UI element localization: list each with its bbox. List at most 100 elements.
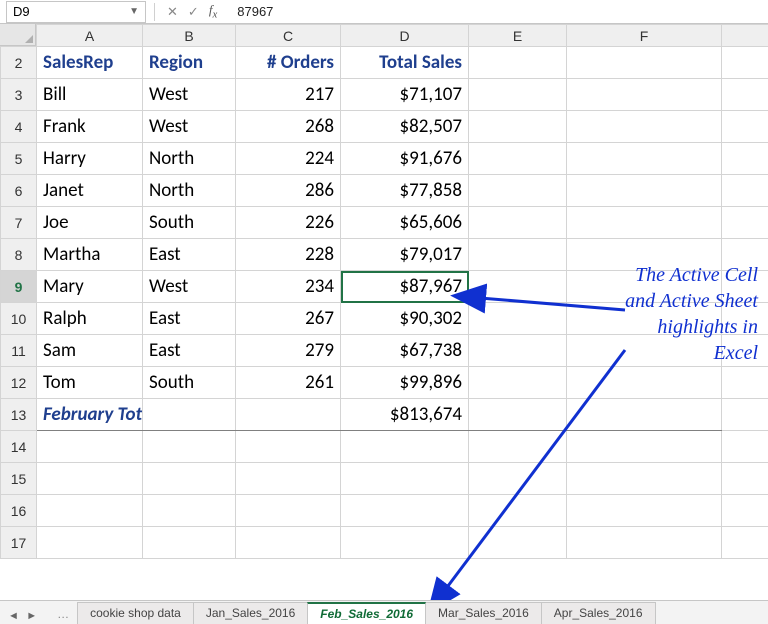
row-header-7[interactable]: 7 xyxy=(1,207,37,239)
cell-C2[interactable]: # Orders xyxy=(236,47,341,79)
sheet-tab[interactable]: Feb_Sales_2016 xyxy=(307,602,426,624)
cell-E7[interactable] xyxy=(469,207,567,239)
cell-F14[interactable] xyxy=(567,431,722,463)
cell-C14[interactable] xyxy=(236,431,341,463)
cell-A7[interactable]: Joe xyxy=(37,207,143,239)
cell-A13[interactable]: February Total xyxy=(37,399,143,431)
cell-C12[interactable]: 261 xyxy=(236,367,341,399)
cell-A14[interactable] xyxy=(37,431,143,463)
cell-A9[interactable]: Mary xyxy=(37,271,143,303)
cell-F3[interactable] xyxy=(567,79,722,111)
cell-E11[interactable] xyxy=(469,335,567,367)
cell-C3[interactable]: 217 xyxy=(236,79,341,111)
row-header-3[interactable]: 3 xyxy=(1,79,37,111)
tab-scroll-more[interactable]: … xyxy=(49,607,77,624)
col-header-A[interactable]: A xyxy=(37,25,143,47)
cell-B12[interactable]: South xyxy=(143,367,236,399)
cell-F4[interactable] xyxy=(567,111,722,143)
cell-B10[interactable]: East xyxy=(143,303,236,335)
cell-B16[interactable] xyxy=(143,495,236,527)
col-header-B[interactable]: B xyxy=(143,25,236,47)
cell-B14[interactable] xyxy=(143,431,236,463)
row-header-10[interactable]: 10 xyxy=(1,303,37,335)
cell-C5[interactable]: 224 xyxy=(236,143,341,175)
cell-D6[interactable]: $77,858 xyxy=(341,175,469,207)
cell-A12[interactable]: Tom xyxy=(37,367,143,399)
sheet-tab[interactable]: Mar_Sales_2016 xyxy=(425,602,542,624)
cell-D12[interactable]: $99,896 xyxy=(341,367,469,399)
col-header-extra[interactable] xyxy=(722,25,768,47)
row-header-6[interactable]: 6 xyxy=(1,175,37,207)
cell-C7[interactable]: 226 xyxy=(236,207,341,239)
cell-C4[interactable]: 268 xyxy=(236,111,341,143)
cell-B2[interactable]: Region xyxy=(143,47,236,79)
cell-E6[interactable] xyxy=(469,175,567,207)
cell-B17[interactable] xyxy=(143,527,236,559)
cell-F7[interactable] xyxy=(567,207,722,239)
cell-E4[interactable] xyxy=(469,111,567,143)
cell-A6[interactable]: Janet xyxy=(37,175,143,207)
name-box[interactable]: D9 ▼ xyxy=(6,1,146,23)
formula-bar-value[interactable]: 87967 xyxy=(225,4,273,19)
cancel-icon[interactable]: ✕ xyxy=(167,4,178,20)
sheet-tab[interactable]: Apr_Sales_2016 xyxy=(541,602,656,624)
cell-E5[interactable] xyxy=(469,143,567,175)
cell-A8[interactable]: Martha xyxy=(37,239,143,271)
cell-E2[interactable] xyxy=(469,47,567,79)
cell-D4[interactable]: $82,507 xyxy=(341,111,469,143)
cell-A2[interactable]: SalesRep xyxy=(37,47,143,79)
cell-A16[interactable] xyxy=(37,495,143,527)
sheet-tab[interactable]: Jan_Sales_2016 xyxy=(193,602,308,624)
cell-D9[interactable]: $87,967 xyxy=(341,271,469,303)
row-header-17[interactable]: 17 xyxy=(1,527,37,559)
cell-C16[interactable] xyxy=(236,495,341,527)
sheet-tab[interactable]: cookie shop data xyxy=(77,602,194,624)
fx-icon[interactable]: fx xyxy=(209,2,217,21)
cell-C17[interactable] xyxy=(236,527,341,559)
row-header-4[interactable]: 4 xyxy=(1,111,37,143)
row-header-8[interactable]: 8 xyxy=(1,239,37,271)
cell-E14[interactable] xyxy=(469,431,567,463)
cell-C15[interactable] xyxy=(236,463,341,495)
cell-B3[interactable]: West xyxy=(143,79,236,111)
name-box-dropdown-icon[interactable]: ▼ xyxy=(129,6,139,17)
cell-A3[interactable]: Bill xyxy=(37,79,143,111)
cell-B8[interactable]: East xyxy=(143,239,236,271)
enter-icon[interactable]: ✓ xyxy=(188,4,199,20)
cell-B11[interactable]: East xyxy=(143,335,236,367)
cell-D15[interactable] xyxy=(341,463,469,495)
cell-D13[interactable]: $813,674 xyxy=(341,399,469,431)
row-header-5[interactable]: 5 xyxy=(1,143,37,175)
cell-B5[interactable]: North xyxy=(143,143,236,175)
col-header-D[interactable]: D xyxy=(341,25,469,47)
row-header-9[interactable]: 9 xyxy=(1,271,37,303)
cell-B15[interactable] xyxy=(143,463,236,495)
cell-B13[interactable] xyxy=(143,399,236,431)
cell-D2[interactable]: Total Sales xyxy=(341,47,469,79)
cell-B6[interactable]: North xyxy=(143,175,236,207)
cell-E9[interactable] xyxy=(469,271,567,303)
row-header-12[interactable]: 12 xyxy=(1,367,37,399)
cell-F5[interactable] xyxy=(567,143,722,175)
cell-D14[interactable] xyxy=(341,431,469,463)
cell-A4[interactable]: Frank xyxy=(37,111,143,143)
col-header-F[interactable]: F xyxy=(567,25,722,47)
cell-B4[interactable]: West xyxy=(143,111,236,143)
cell-C8[interactable]: 228 xyxy=(236,239,341,271)
cell-C10[interactable]: 267 xyxy=(236,303,341,335)
cell-D10[interactable]: $90,302 xyxy=(341,303,469,335)
cell-E8[interactable] xyxy=(469,239,567,271)
cell-A17[interactable] xyxy=(37,527,143,559)
tab-nav[interactable]: ◄ ► xyxy=(0,608,49,624)
cell-E13[interactable] xyxy=(469,399,567,431)
cell-A5[interactable]: Harry xyxy=(37,143,143,175)
col-header-C[interactable]: C xyxy=(236,25,341,47)
cell-E3[interactable] xyxy=(469,79,567,111)
cell-F16[interactable] xyxy=(567,495,722,527)
row-header-2[interactable]: 2 xyxy=(1,47,37,79)
cell-C11[interactable]: 279 xyxy=(236,335,341,367)
cell-D16[interactable] xyxy=(341,495,469,527)
cell-A10[interactable]: Ralph xyxy=(37,303,143,335)
select-all-corner[interactable] xyxy=(0,24,36,46)
cell-F17[interactable] xyxy=(567,527,722,559)
